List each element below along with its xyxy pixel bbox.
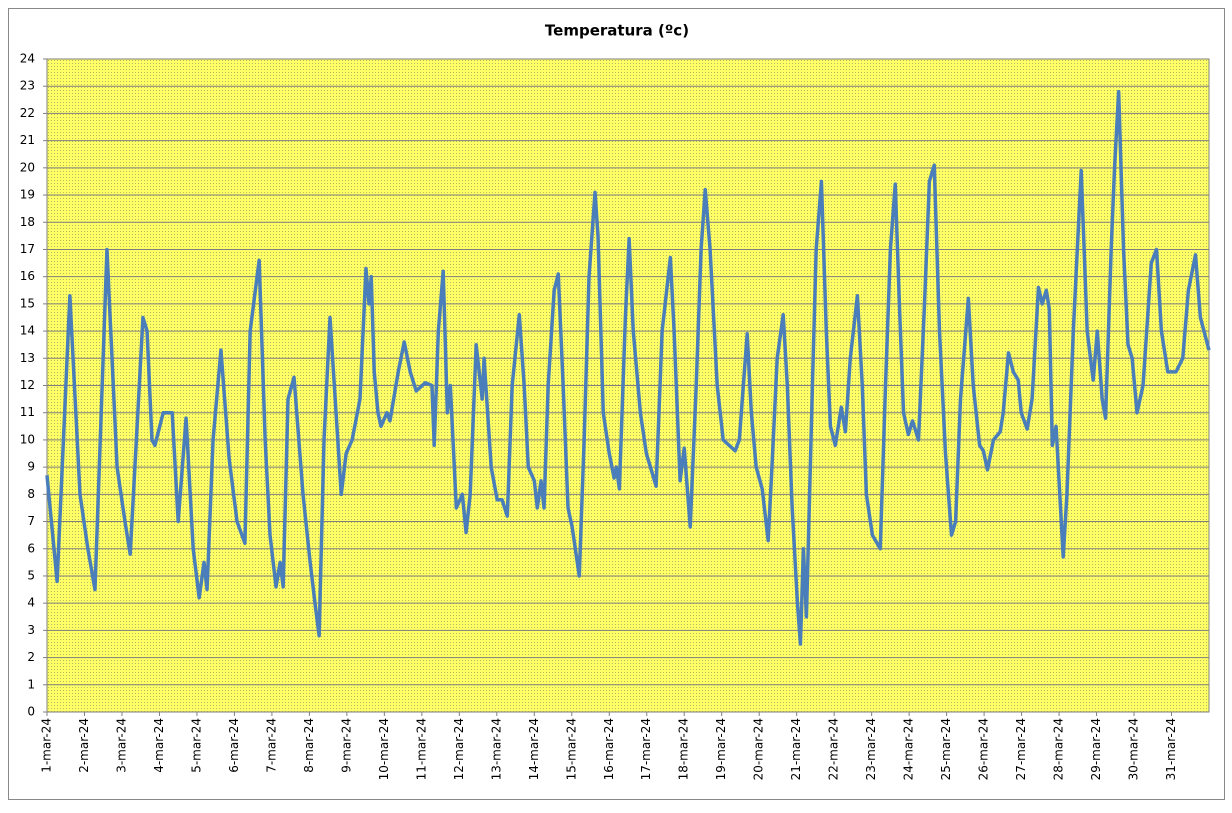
x-tick-label: 17-mar-24 (639, 718, 653, 780)
x-tick-label: 24-mar-24 (902, 718, 916, 780)
y-tick-label: 14 (20, 324, 35, 338)
y-tick-label: 19 (20, 188, 35, 202)
x-tick-label: 19-mar-24 (714, 718, 728, 780)
y-tick-label: 22 (20, 106, 35, 120)
y-tick-label: 18 (20, 215, 35, 229)
x-tick-label: 14-mar-24 (527, 718, 541, 780)
x-tick-label: 18-mar-24 (677, 718, 691, 780)
x-tick-label: 21-mar-24 (789, 718, 803, 780)
y-tick-label: 4 (27, 596, 35, 610)
y-tick-label: 21 (20, 133, 35, 147)
x-tick-label: 22-mar-24 (827, 718, 841, 780)
x-tick-label: 4-mar-24 (152, 718, 166, 773)
x-tick-label: 23-mar-24 (864, 718, 878, 780)
y-tick-label: 17 (20, 242, 35, 256)
x-tick-label: 26-mar-24 (977, 718, 991, 780)
y-tick-label: 6 (27, 541, 35, 555)
x-tick-label: 7-mar-24 (264, 718, 278, 773)
x-tick-label: 12-mar-24 (452, 718, 466, 780)
y-tick-label: 23 (20, 79, 35, 93)
y-tick-label: 7 (27, 514, 35, 528)
y-tick-label: 2 (27, 650, 35, 664)
x-tick-label: 31-mar-24 (1164, 718, 1178, 780)
y-tick-label: 24 (20, 52, 35, 66)
x-tick-label: 15-mar-24 (564, 718, 578, 780)
x-tick-label: 10-mar-24 (377, 718, 391, 780)
y-tick-label: 11 (20, 405, 35, 419)
x-tick-label: 9-mar-24 (339, 718, 353, 773)
x-tick-label: 28-mar-24 (1052, 718, 1066, 780)
y-tick-label: 10 (20, 432, 35, 446)
x-tick-label: 8-mar-24 (302, 718, 316, 773)
x-tick-label: 29-mar-24 (1089, 718, 1103, 780)
x-tick-label: 2-mar-24 (77, 718, 91, 773)
x-tick-label: 20-mar-24 (752, 718, 766, 780)
y-tick-label: 15 (20, 296, 35, 310)
x-tick-label: 27-mar-24 (1014, 718, 1028, 780)
y-tick-label: 3 (27, 623, 35, 637)
y-tick-label: 13 (20, 351, 35, 365)
x-tick-label: 6-mar-24 (227, 718, 241, 773)
x-tick-label: 5-mar-24 (189, 718, 203, 773)
x-tick-label: 11-mar-24 (414, 718, 428, 780)
y-tick-label: 20 (20, 160, 35, 174)
x-tick-label: 3-mar-24 (114, 718, 128, 773)
y-tick-label: 8 (27, 487, 35, 501)
y-tick-label: 1 (27, 677, 35, 691)
y-tick-label: 12 (20, 378, 35, 392)
line-series (45, 89, 1211, 646)
chart-title: Temperatura (ºc) (545, 22, 689, 40)
y-tick-label: 16 (20, 269, 35, 283)
x-tick-label: 30-mar-24 (1127, 718, 1141, 780)
x-tick-label: 16-mar-24 (602, 718, 616, 780)
x-tick-label: 25-mar-24 (939, 718, 953, 780)
x-tick-label: 1-mar-24 (40, 718, 54, 773)
x-tick-label: 13-mar-24 (489, 718, 503, 780)
y-tick-label: 0 (27, 705, 35, 719)
y-tick-label: 9 (27, 460, 35, 474)
y-tick-label: 5 (27, 568, 35, 582)
